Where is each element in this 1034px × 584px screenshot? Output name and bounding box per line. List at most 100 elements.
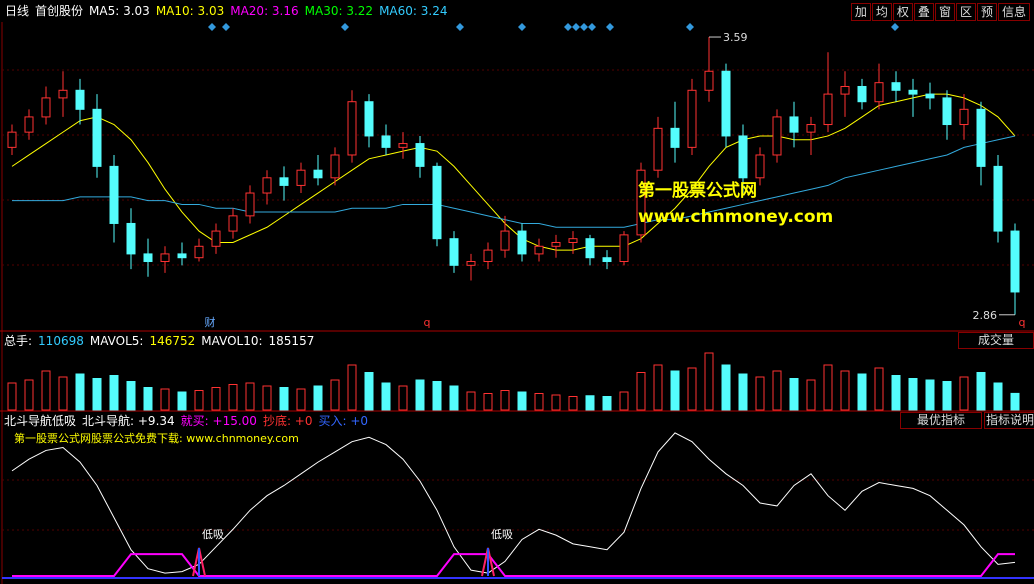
candle-body — [126, 222, 136, 255]
ma-legend: MA5: 3.03 MA10: 3.03 MA20: 3.16 MA30: 3.22 M… — [89, 3, 447, 19]
diamond — [588, 23, 596, 31]
volume-bar — [7, 382, 17, 411]
volume-label: 146752 — [149, 334, 196, 348]
indicator-button[interactable]: 最优指标 — [900, 412, 982, 429]
volume-bar — [449, 385, 459, 411]
diamond — [564, 23, 572, 31]
volume-bar — [75, 373, 85, 411]
signal-label: 低吸 — [491, 528, 513, 541]
candle-body — [92, 108, 102, 167]
candle-body — [7, 131, 17, 148]
volume-bar — [517, 391, 527, 411]
candle-body — [398, 143, 408, 148]
event-marker: q — [424, 316, 431, 329]
candle-body — [41, 97, 51, 118]
toolbar-button[interactable]: 预 — [976, 3, 997, 21]
candle-body — [670, 127, 680, 148]
toolbar-button[interactable]: 权 — [892, 3, 913, 21]
volume-bar — [942, 381, 952, 411]
indicator-button[interactable]: 指标说明 — [984, 412, 1034, 429]
candle-body — [823, 93, 833, 126]
diamond — [606, 23, 614, 31]
candle-body — [194, 245, 204, 259]
candle-body — [228, 215, 238, 232]
volume-bar — [534, 393, 544, 411]
diamond — [580, 23, 588, 31]
ma-label: MA10: 3.03 — [155, 4, 225, 18]
ma-label: MA20: 3.16 — [230, 4, 299, 18]
volume-bar — [925, 379, 935, 411]
toolbar-button[interactable]: 均 — [871, 3, 892, 21]
diamond — [341, 23, 349, 31]
volume-bar — [551, 394, 561, 411]
diamond — [456, 23, 464, 31]
volume-bar — [993, 382, 1003, 411]
candle-body — [177, 253, 187, 259]
indicator-label: 北斗导航低吸 — [4, 414, 77, 428]
volume-bar — [806, 379, 816, 411]
candle-body — [704, 70, 714, 91]
volume-bar — [466, 391, 476, 411]
volume-bar — [755, 376, 765, 411]
volume-bar — [279, 387, 289, 411]
indicator-label: 买入: +0 — [318, 414, 369, 428]
volume-bar — [211, 387, 221, 411]
volume-bar — [959, 376, 969, 411]
toolbar-button[interactable]: 窗 — [934, 3, 955, 21]
volume-bar — [330, 379, 340, 411]
candle-body — [585, 238, 595, 259]
volume-bar — [483, 393, 493, 411]
toolbar-button[interactable]: 叠 — [913, 3, 934, 21]
event-marker: 财 — [205, 315, 216, 329]
volume-bar — [347, 364, 357, 411]
candle-body — [721, 70, 731, 137]
toolbar-button[interactable]: 信息 — [997, 3, 1030, 21]
high-label: 3.59 — [723, 31, 748, 44]
indicator-header: 北斗导航低吸 北斗导航: +9.34 就买: +15.00 抄底: +0 买入: +0 — [4, 413, 368, 429]
volume-bar — [194, 390, 204, 411]
candle-body — [806, 124, 816, 133]
candle-body — [466, 261, 476, 266]
event-diamonds — [208, 23, 899, 31]
signal-label: 低吸 — [202, 528, 224, 541]
candle-body — [347, 101, 357, 156]
candle-body — [551, 241, 561, 247]
volume-bar — [891, 375, 901, 411]
volume-button[interactable]: 成交量 — [958, 332, 1034, 349]
volume-bar — [721, 364, 731, 411]
volume-bar — [415, 379, 425, 411]
candle-body — [942, 97, 952, 126]
volume-header: 总手: 110698 MAVOL5: 146752 MAVOL10: 185157 — [4, 333, 314, 349]
diamond — [518, 23, 526, 31]
candle-body — [993, 165, 1003, 232]
watermark: www.chnmoney.com — [638, 207, 834, 227]
diamond — [572, 23, 580, 31]
volume-bar — [602, 396, 612, 411]
volume-bar — [58, 376, 68, 411]
volume-bar — [432, 381, 442, 411]
toolbar-button[interactable]: 加 — [850, 3, 871, 21]
volume-bar — [823, 364, 833, 411]
volume-bar — [670, 370, 680, 411]
volume-bar — [738, 373, 748, 411]
candle-body — [432, 165, 442, 240]
indicator-label: 抄底: +0 — [262, 414, 313, 428]
ma-label: MA30: 3.22 — [304, 4, 374, 18]
volume-bar — [143, 387, 153, 411]
toolbar-button[interactable]: 区 — [955, 3, 976, 21]
ma-label: MA60: 3.24 — [379, 4, 448, 18]
volume-bar — [262, 385, 272, 411]
toolbar: 加均权叠窗区预信息 — [850, 3, 1030, 21]
candle-body — [891, 82, 901, 91]
volume-bar — [687, 367, 697, 411]
volume-bar — [41, 370, 51, 411]
candle-body — [755, 154, 765, 179]
candle-body — [840, 85, 850, 95]
diamond — [222, 23, 230, 31]
event-marker: q — [1019, 316, 1026, 329]
candle-body — [687, 89, 697, 148]
candle-body — [874, 82, 884, 103]
candle-body — [313, 169, 323, 179]
candle-body — [245, 192, 255, 217]
volume-bar — [908, 378, 918, 411]
